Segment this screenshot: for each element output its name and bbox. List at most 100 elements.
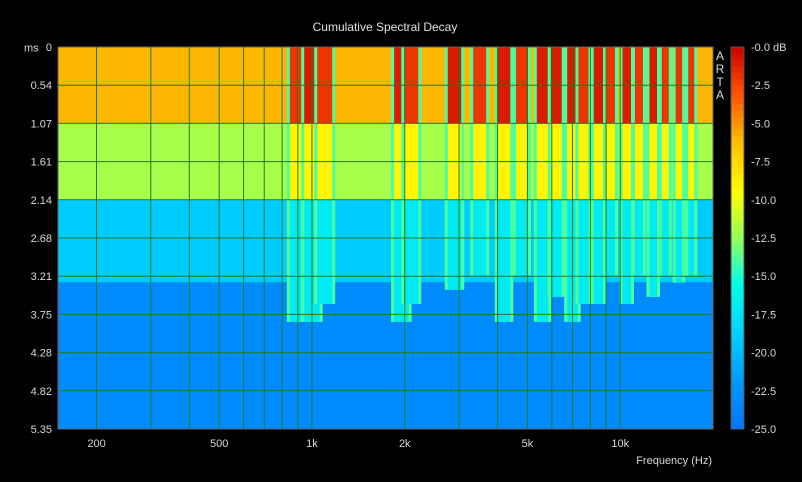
colorbar-step (731, 358, 744, 366)
colorbar-tick-label: -5.0 (751, 118, 770, 130)
colorbar-step (731, 72, 744, 80)
colorbar-step (731, 199, 744, 207)
colorbar-step (731, 66, 744, 74)
resonance-tail-9 (536, 199, 549, 322)
colorbar-step (731, 282, 744, 290)
x-tick-label: 1k (306, 438, 318, 450)
colorbar-step (731, 148, 744, 156)
colorbar-step (731, 238, 744, 245)
colorbar-step (731, 142, 744, 150)
watermark-letter: T (716, 75, 724, 89)
colorbar-step (731, 327, 744, 335)
resonance-tail-19 (675, 199, 683, 283)
colorbar-step (731, 104, 744, 112)
colorbar-tick-label: -0.0 dB (751, 42, 786, 54)
colorbar-step (731, 97, 744, 105)
resonance-tail-13 (593, 199, 604, 305)
resonance-tail-15 (622, 199, 631, 305)
y-tick-label: 3.75 (31, 309, 52, 321)
colorbar-step (731, 129, 744, 137)
y-tick-label: 0 (46, 42, 52, 54)
x-tick-label: 500 (210, 438, 228, 450)
colorbar-step (731, 276, 744, 284)
resonance-tail-12 (578, 199, 589, 305)
colorbar-step (731, 390, 744, 398)
x-tick-label: 5k (522, 438, 534, 450)
colorbar-tick-label: -15.0 (751, 271, 776, 283)
y-tick-label: 3.21 (31, 271, 52, 283)
colorbar-step (731, 244, 744, 252)
colorbar-tick-label: -2.5 (751, 80, 770, 92)
colorbar-step (731, 155, 744, 163)
colorbar-ticks: -0.0 dB -2.5 -5.0 -7.5 -10.0 -12.5 -15.0 -17.5 -… (751, 42, 786, 436)
colorbar-step (731, 422, 744, 430)
watermark-letter: A (716, 88, 724, 102)
colorbar-tick-label: -7.5 (751, 157, 770, 169)
resonance-tail-7 (497, 199, 511, 322)
colorbar-step (731, 110, 744, 118)
resonance-tail-10 (550, 199, 562, 297)
colorbar-step (731, 346, 744, 354)
resonance-tail-17 (649, 199, 658, 297)
x-tick-label: 200 (87, 438, 105, 450)
colorbar-step (731, 397, 744, 405)
colorbar-step (731, 263, 744, 271)
colorbar-step (731, 352, 744, 360)
colorbar-tick-label: -22.5 (751, 386, 776, 398)
colorbar-step (731, 257, 744, 265)
watermark-letter: A (716, 49, 724, 63)
colorbar-step (731, 85, 744, 93)
colorbar-step (731, 136, 744, 144)
colorbar-step (731, 301, 744, 309)
colorbar-step (731, 314, 744, 322)
colorbar-step (731, 378, 744, 386)
colorbar-step (731, 308, 744, 315)
resonance-tail-2 (317, 199, 333, 305)
colorbar-step (731, 53, 744, 61)
colorbar-step (731, 339, 744, 347)
y-tick-label: 2.68 (31, 233, 52, 245)
colorbar-step (731, 320, 744, 328)
resonance-tail-4 (404, 199, 419, 305)
colorbar-step (731, 59, 744, 67)
x-tick-label: 10k (611, 438, 629, 450)
plot-frame (57, 46, 714, 430)
colorbar-step (731, 91, 744, 99)
colorbar-step (731, 123, 744, 131)
chart-title: Cumulative Spectral Decay (313, 20, 458, 34)
colorbar-step (731, 288, 744, 296)
colorbar-step (731, 371, 744, 379)
colorbar-tick-label: -25.0 (751, 424, 776, 436)
colorbar-step (731, 365, 744, 373)
colorbar-step (731, 384, 744, 392)
y-axis-label: ms (24, 43, 39, 55)
x-axis-ticks: 200 500 1k 2k 5k 10k (87, 438, 629, 450)
colorbar-step (731, 117, 744, 124)
colorbar-step (731, 250, 744, 258)
y-tick-label: 0.54 (31, 80, 52, 92)
colorbar-step (731, 212, 744, 220)
colorbar-tick-label: -10.0 (751, 195, 776, 207)
colorbar-step (731, 193, 744, 201)
colorbar-step (731, 180, 744, 188)
colorbar-step (731, 187, 744, 195)
colorbar-step (731, 161, 744, 169)
colorbar-step (731, 167, 744, 175)
colorbar-step (731, 78, 744, 86)
decay-band-3 (58, 282, 713, 429)
colorbar-step (731, 174, 744, 182)
resonance-tail-5 (447, 199, 462, 290)
colorbar-tick-label: -17.5 (751, 309, 776, 321)
colorbar-step (731, 231, 744, 239)
y-tick-label: 4.82 (31, 386, 52, 398)
y-tick-label: 5.35 (31, 424, 52, 436)
colorbar-step (731, 416, 744, 424)
x-tick-label: 2k (399, 438, 411, 450)
y-tick-label: 1.07 (31, 118, 52, 130)
colorbar-step (731, 218, 744, 226)
y-axis-ticks: 0 0.54 1.07 1.61 2.14 2.68 3.21 3.75 4.28 4.82 5.3… (31, 42, 52, 436)
colorbar-step (731, 47, 744, 54)
